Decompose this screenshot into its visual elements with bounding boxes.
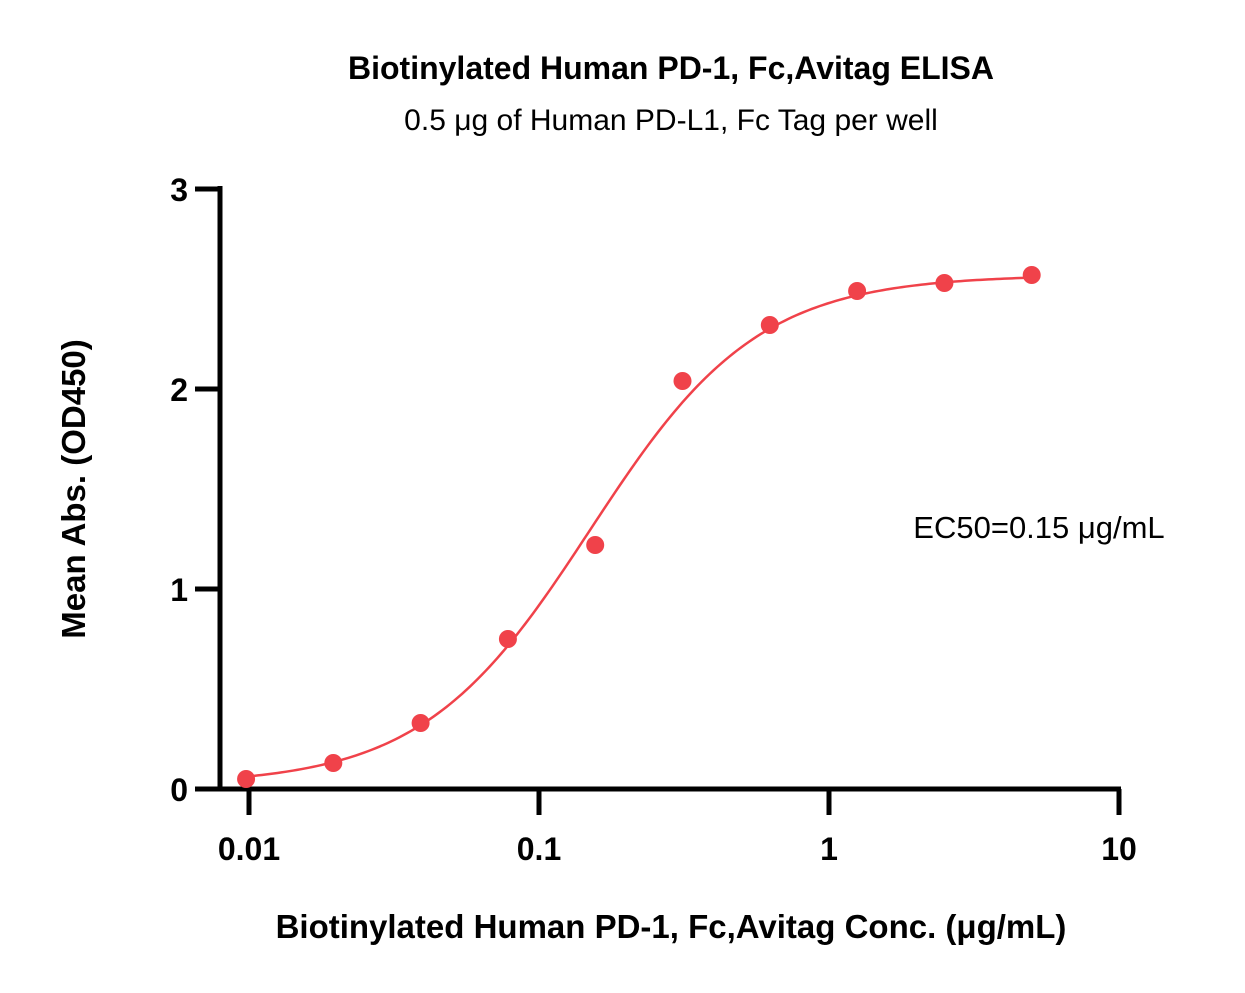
- x-tick-label: 0.01: [218, 831, 280, 867]
- data-point: [673, 372, 692, 390]
- x-ticks: 0.01 0.1 1 10: [218, 789, 1137, 867]
- axes: [195, 186, 1121, 792]
- data-point: [935, 274, 954, 292]
- y-tick-label: 1: [170, 572, 188, 608]
- y-tick-label: 2: [170, 372, 188, 408]
- data-point: [324, 754, 343, 772]
- data-point: [1022, 266, 1041, 284]
- y-ticks: 0 1 2 3: [170, 172, 220, 808]
- data-point: [760, 316, 779, 334]
- fit-curve: [245, 276, 1032, 778]
- chart-title: Biotinylated Human PD-1, Fc,Avitag ELISA: [348, 50, 994, 86]
- y-axis-label: Mean Abs. (OD450): [55, 339, 92, 639]
- data-point: [586, 536, 605, 554]
- x-axis-label: Biotinylated Human PD-1, Fc,Avitag Conc.…: [276, 908, 1067, 945]
- ec50-annotation: EC50=0.15 μg/mL: [913, 510, 1164, 545]
- data-point: [498, 630, 517, 648]
- x-tick-label: 0.1: [517, 831, 561, 867]
- plot-area: [237, 266, 1041, 788]
- x-tick-label: 10: [1101, 831, 1137, 867]
- chart-subtitle: 0.5 μg of Human PD-L1, Fc Tag per well: [404, 104, 938, 137]
- x-tick-label: 1: [820, 831, 838, 867]
- y-tick-label: 3: [170, 172, 188, 208]
- y-tick-label: 0: [170, 772, 188, 808]
- data-point: [411, 714, 430, 732]
- data-point: [848, 282, 867, 300]
- data-point: [237, 770, 256, 788]
